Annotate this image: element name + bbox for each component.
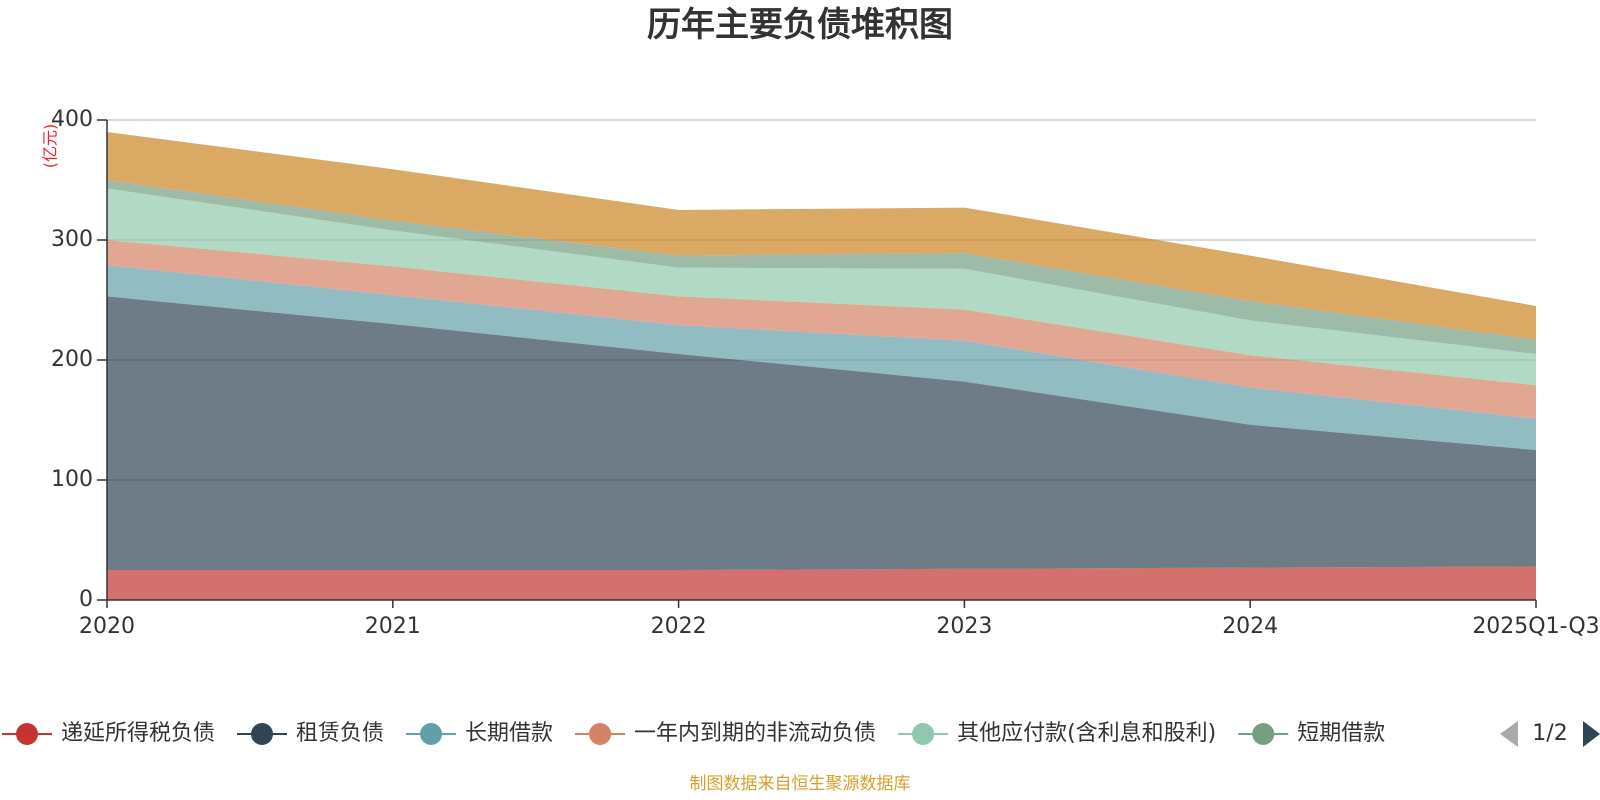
x-tick-label: 2020 [79,614,135,639]
area-series-group [107,132,1536,600]
legend-label: 长期借款 [465,721,553,746]
legend: 递延所得税负债 租赁负债 长期借款 一年内到期的非流动负债 其他应付款(含利息和股利) 短… [2,721,1385,746]
legend-item-2[interactable]: 租赁负债 [237,721,384,746]
x-tick-label: 2022 [651,614,707,639]
legend-item-4[interactable]: 一年内到期的非流动负债 [575,721,876,746]
legend-label: 一年内到期的非流动负债 [634,721,876,746]
x-tick-label: 2021 [365,614,421,639]
legend-marker-dot [589,723,612,745]
legend-marker-dot [420,723,443,745]
area-series-6 [107,180,1536,354]
legend-item-1[interactable]: 递延所得税负债 [2,721,215,746]
area-series-3 [107,265,1536,450]
y-tick-label: 400 [51,107,93,132]
x-tick-label: 2025Q1-Q3 [1472,614,1599,639]
legend-label: 其他应付款(含利息和股利) [957,721,1216,746]
area-series-1 [107,566,1536,600]
legend-item-6[interactable]: 短期借款 [1238,721,1385,746]
y-tick-label: 0 [79,587,93,612]
x-tick-label: 2024 [1222,614,1278,639]
x-tick-label: 2023 [936,614,992,639]
y-tick-label: 100 [51,467,93,492]
area-series-5 [107,188,1536,386]
data-source-note: 制图数据来自恒生聚源数据库 [690,774,911,794]
legend-page-indicator: 1/2 [1532,721,1567,746]
legend-prev-page-icon[interactable] [1500,721,1518,747]
x-axis-tick-labels: 2020 2021 2022 2023 2024 2025Q1-Q3 [79,614,1600,639]
y-axis-unit-label: (亿元) [41,124,60,169]
y-tick-label: 300 [51,227,93,252]
legend-marker-dot [1252,723,1275,745]
legend-item-3[interactable]: 长期借款 [406,721,553,746]
area-series-4 [107,240,1536,419]
legend-item-5[interactable]: 其他应付款(含利息和股利) [898,721,1216,746]
y-axis-tick-labels: 0 100 200 300 400 [51,107,93,612]
legend-label: 短期借款 [1297,721,1385,746]
legend-pager: 1/2 [1500,721,1600,747]
area-series-2 [107,296,1536,570]
axes [97,119,1537,608]
legend-next-page-icon[interactable] [1583,721,1600,747]
legend-marker-dot [251,723,274,745]
legend-label: 租赁负债 [296,721,384,746]
legend-marker-dot [912,723,935,745]
chart-title: 历年主要负债堆积图 [647,5,953,45]
area-series-7 [107,132,1536,340]
legend-label: 递延所得税负债 [61,721,215,746]
y-tick-label: 200 [51,347,93,372]
legend-marker-dot [16,723,38,745]
